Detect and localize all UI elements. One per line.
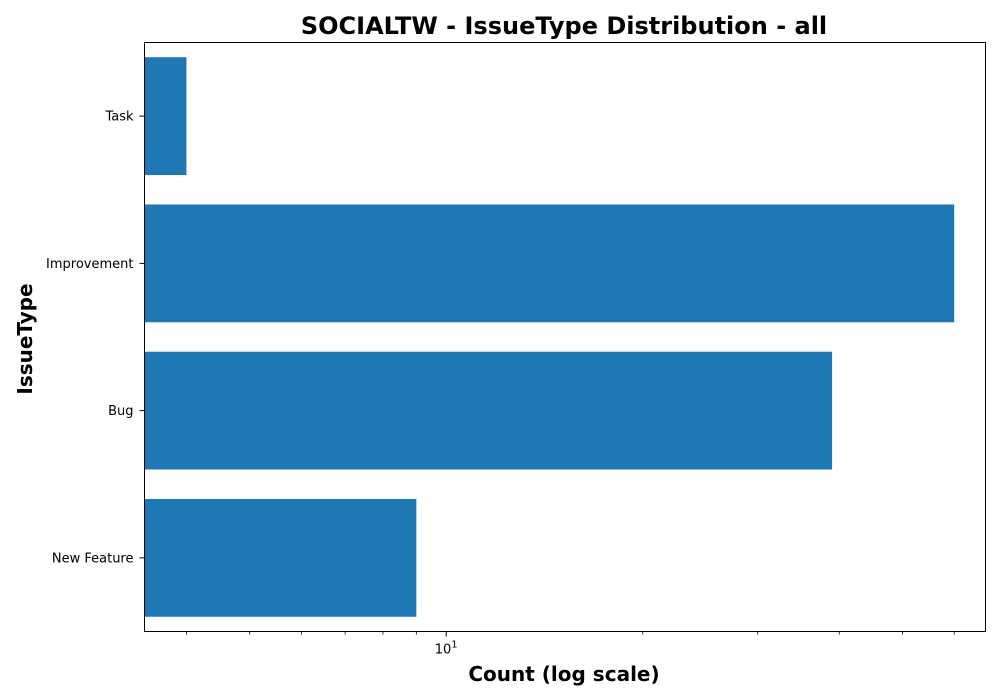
y-tick-label: Task (104, 110, 134, 125)
y-tick-label: Improvement (46, 257, 133, 272)
y-axis-label: IssueType (13, 283, 37, 394)
y-ticks-group: Task Improvement Bug New Feature (46, 110, 145, 566)
bar-bug (144, 351, 833, 470)
bar-improvement (144, 204, 955, 323)
bar-task (144, 57, 187, 176)
x-axis-label: Count (log scale) (468, 662, 659, 686)
bars-group (144, 57, 955, 617)
y-tick-label: New Feature (52, 551, 134, 566)
chart-title: SOCIALTW - IssueType Distribution - all (301, 12, 827, 40)
x-ticks-group: 101 (186, 631, 955, 658)
plot-frame (144, 42, 986, 632)
x-tick-label: 101 (435, 640, 458, 658)
bar-new-feature (144, 498, 417, 617)
y-tick-label: Bug (108, 404, 133, 419)
